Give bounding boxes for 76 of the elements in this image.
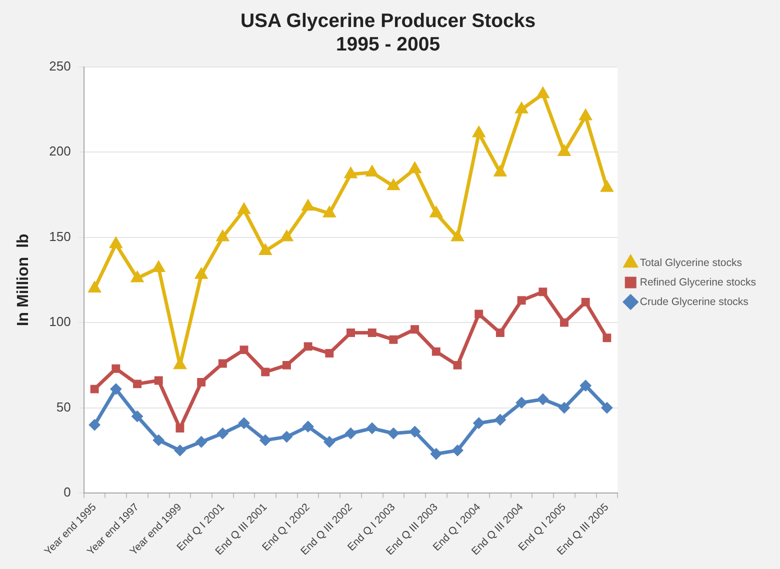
point: [496, 328, 504, 338]
point: [409, 162, 420, 174]
point: [474, 310, 484, 318]
point: [516, 397, 527, 408]
point: [580, 380, 591, 391]
y-axis-title: In Million lb: [15, 233, 32, 326]
chart-title: USA Glycerine Producer Stocks 1995 - 2005: [240, 10, 536, 56]
point: [537, 88, 549, 98]
point: [154, 376, 163, 385]
point: [110, 384, 122, 394]
point: [304, 342, 312, 351]
point: [388, 428, 399, 439]
point: [197, 378, 206, 386]
point: [410, 325, 420, 334]
point: [494, 166, 506, 177]
point: [88, 282, 100, 292]
point: [388, 180, 400, 190]
point: [260, 244, 272, 255]
point: [302, 200, 314, 211]
point: [452, 445, 463, 456]
legend-label: Refined Glycerine stocks: [640, 276, 756, 288]
point: [432, 347, 440, 356]
point: [152, 262, 164, 272]
point: [174, 445, 186, 456]
point: [240, 346, 248, 354]
point: [281, 432, 292, 442]
point: [538, 394, 548, 405]
y-tick-label: 150: [49, 228, 71, 244]
point: [517, 296, 526, 305]
point: [580, 110, 592, 120]
point: [602, 334, 612, 342]
point: [453, 360, 462, 370]
point: [217, 428, 228, 439]
point: [602, 402, 612, 414]
point: [238, 204, 250, 214]
point: [132, 272, 143, 282]
y-tick-label: 100: [49, 314, 71, 330]
legend-label: Total Glycerine stocks: [640, 256, 742, 269]
point: [110, 238, 122, 248]
point: [410, 426, 420, 437]
point: [581, 298, 590, 306]
point: [196, 436, 207, 448]
point: [494, 414, 506, 425]
y-tick-label: 250: [49, 58, 71, 74]
y-tick-label: 0: [64, 484, 71, 500]
point: [238, 418, 250, 428]
point: [558, 402, 570, 414]
point: [346, 328, 355, 338]
y-tick-label: 200: [49, 144, 71, 159]
point: [366, 423, 378, 434]
point: [90, 384, 99, 394]
legend-label: Crude Glycerine stocks: [640, 296, 748, 308]
point: [558, 146, 570, 156]
point: [132, 411, 143, 422]
point: [89, 420, 100, 430]
point: [345, 168, 356, 178]
point: [325, 349, 334, 358]
point: [261, 368, 270, 376]
point: [474, 418, 484, 428]
point: [112, 364, 120, 373]
point: [324, 436, 335, 448]
point: [302, 421, 314, 432]
point: [282, 360, 291, 370]
point: [368, 328, 376, 338]
point: [538, 288, 548, 296]
point: [430, 448, 442, 460]
point: [366, 166, 378, 177]
point: [133, 380, 142, 388]
point: [218, 359, 227, 368]
point: [346, 428, 356, 439]
point: [260, 434, 271, 446]
y-tick-label: 50: [56, 399, 71, 414]
point: [176, 424, 184, 432]
point: [153, 434, 164, 446]
point: [560, 318, 568, 327]
point: [389, 335, 398, 344]
